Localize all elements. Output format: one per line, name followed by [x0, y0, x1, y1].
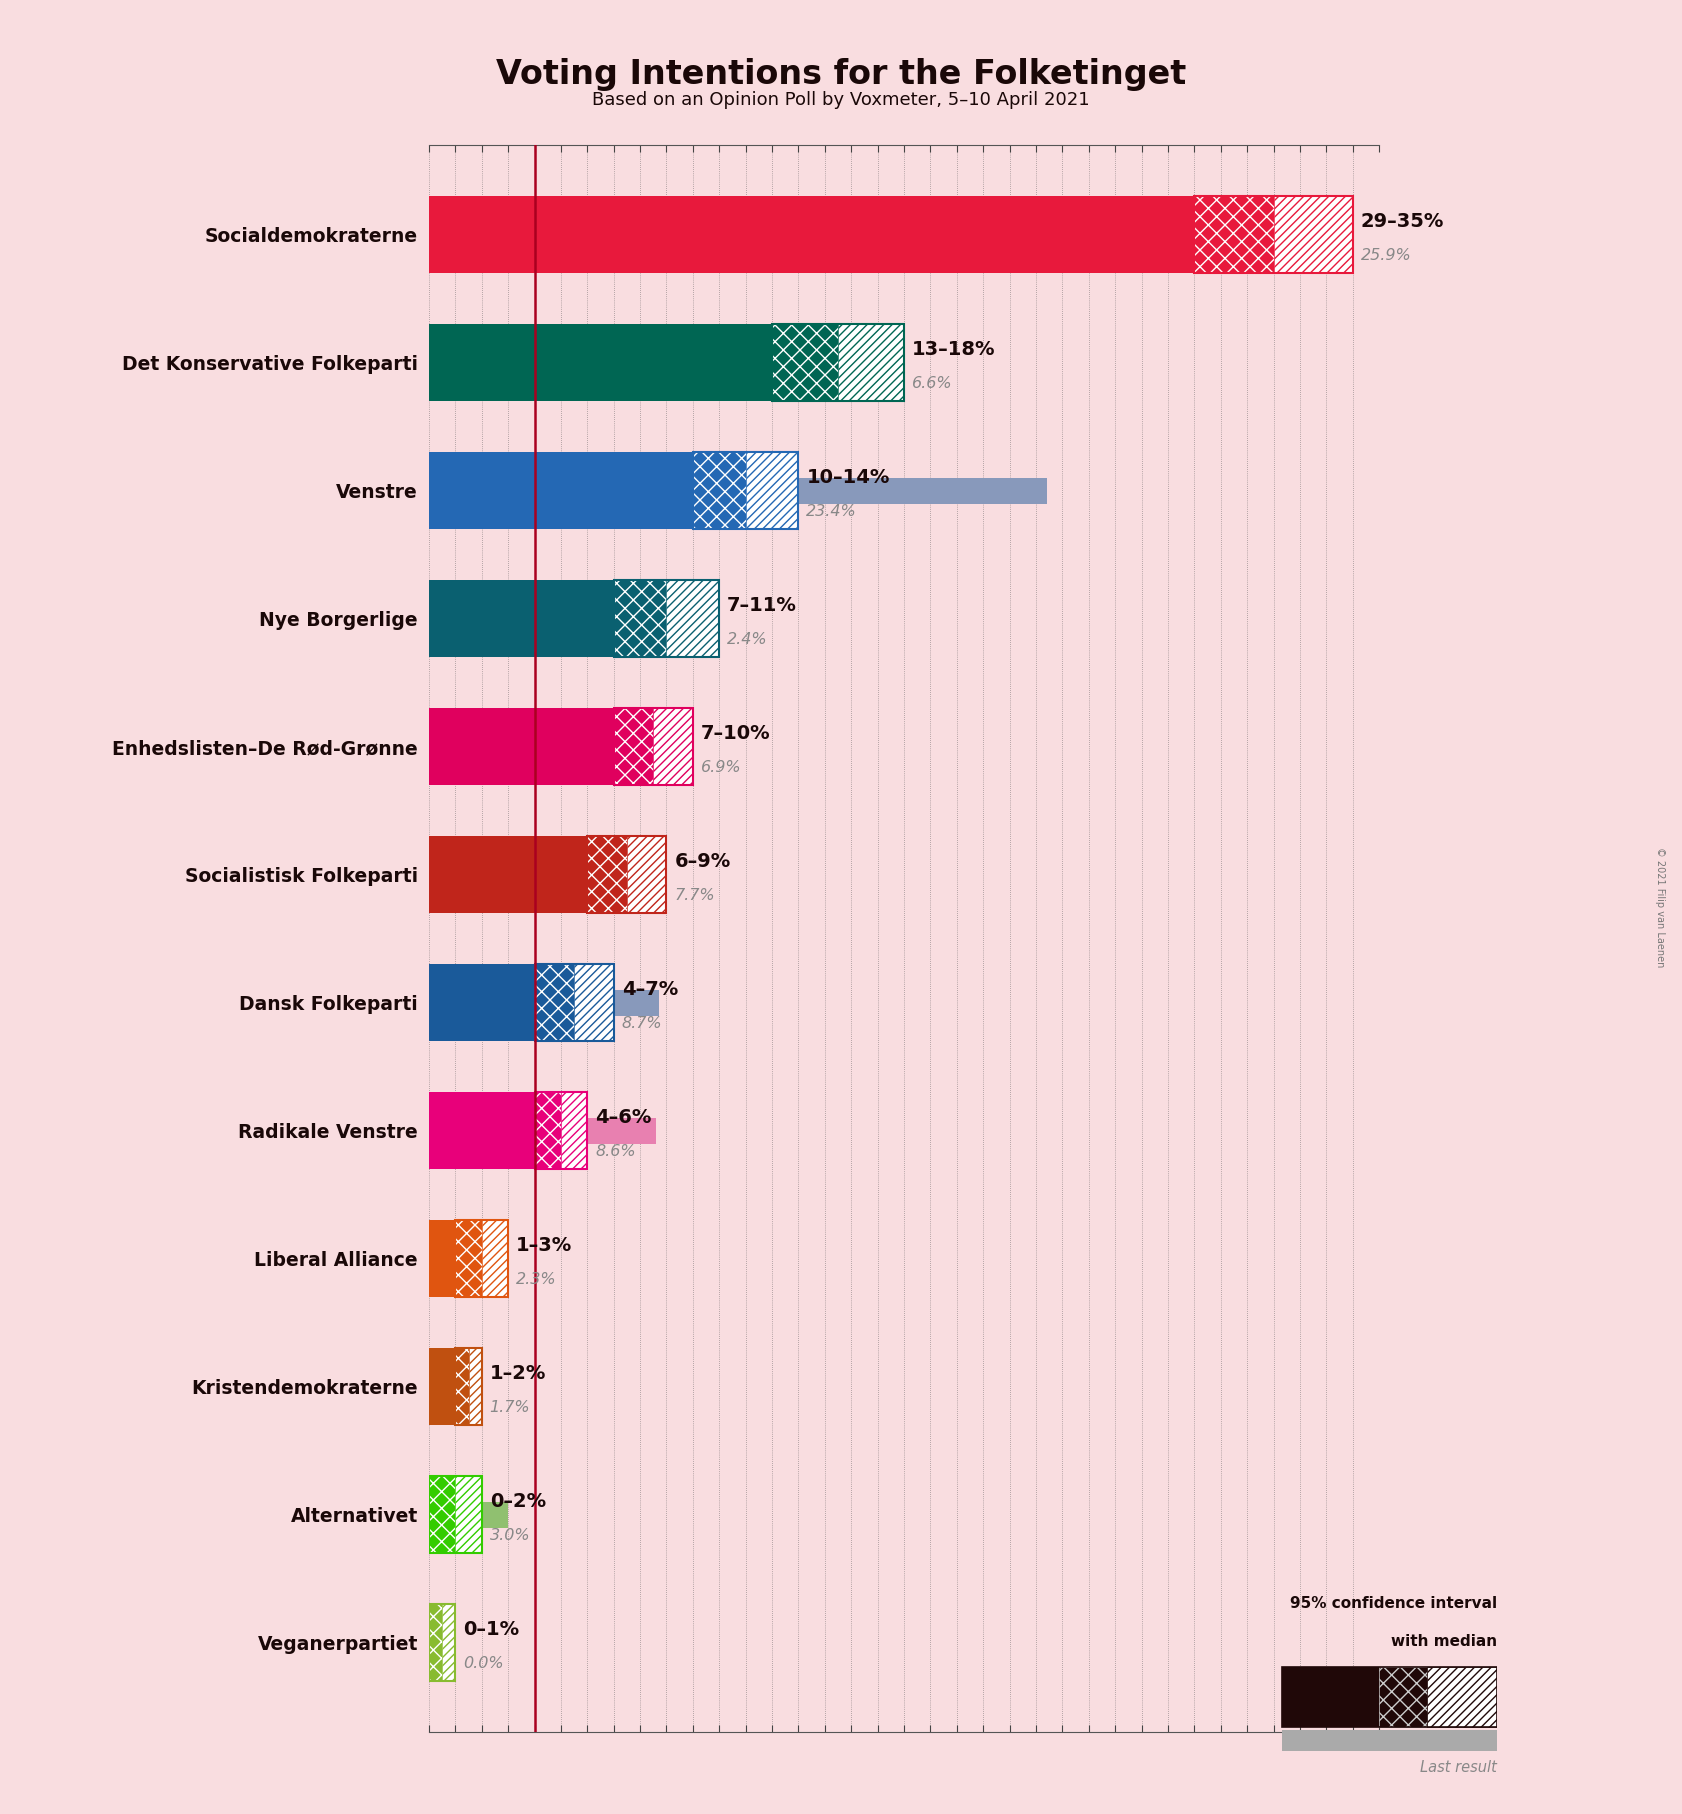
- Text: 29–35%: 29–35%: [1361, 212, 1445, 232]
- Bar: [429, 350, 604, 375]
- Text: 7–11%: 7–11%: [727, 597, 797, 615]
- Bar: [772, 325, 903, 401]
- Bar: [429, 707, 614, 785]
- Bar: [456, 1348, 481, 1426]
- Text: 95% confidence interval: 95% confidence interval: [1290, 1596, 1497, 1611]
- Text: 13–18%: 13–18%: [912, 341, 996, 359]
- Text: 7–10%: 7–10%: [701, 724, 770, 744]
- Text: 25.9%: 25.9%: [1361, 249, 1411, 263]
- Text: 23.4%: 23.4%: [806, 504, 858, 519]
- Bar: [1282, 1667, 1386, 1727]
- Bar: [614, 707, 653, 785]
- Bar: [429, 1221, 456, 1297]
- Bar: [456, 1348, 469, 1426]
- Bar: [429, 1246, 489, 1272]
- Text: 6–9%: 6–9%: [674, 853, 730, 871]
- Bar: [429, 836, 587, 912]
- Bar: [745, 452, 799, 530]
- Bar: [429, 325, 772, 401]
- Text: 1–2%: 1–2%: [489, 1364, 547, 1384]
- Bar: [693, 452, 799, 530]
- Bar: [429, 477, 1046, 504]
- Bar: [429, 1348, 456, 1426]
- Bar: [481, 1221, 508, 1297]
- Bar: [1379, 1667, 1435, 1727]
- Bar: [429, 735, 611, 760]
- Bar: [456, 1477, 481, 1553]
- Text: 6.9%: 6.9%: [701, 760, 742, 775]
- Bar: [653, 707, 693, 785]
- Text: Last result: Last result: [1420, 1760, 1497, 1774]
- Bar: [456, 1221, 481, 1297]
- Text: 7.7%: 7.7%: [674, 887, 715, 903]
- Bar: [535, 965, 614, 1041]
- Bar: [429, 1604, 456, 1682]
- Text: 8.6%: 8.6%: [595, 1145, 636, 1159]
- Bar: [1282, 1667, 1497, 1727]
- Bar: [429, 990, 659, 1016]
- Text: 0–2%: 0–2%: [489, 1493, 545, 1511]
- Bar: [1194, 196, 1352, 274]
- Bar: [429, 1477, 456, 1553]
- Bar: [587, 836, 666, 912]
- Bar: [574, 965, 614, 1041]
- Text: 3.0%: 3.0%: [489, 1527, 530, 1542]
- Text: 4–6%: 4–6%: [595, 1108, 651, 1128]
- Bar: [772, 325, 838, 401]
- Bar: [666, 580, 720, 657]
- Bar: [1273, 196, 1352, 274]
- Bar: [627, 836, 666, 912]
- Bar: [429, 1502, 508, 1527]
- Text: 6.6%: 6.6%: [912, 375, 952, 390]
- Bar: [1194, 196, 1273, 274]
- Bar: [535, 965, 574, 1041]
- Bar: [469, 1348, 481, 1426]
- Bar: [429, 1373, 474, 1400]
- Bar: [693, 452, 745, 530]
- Bar: [1426, 1667, 1497, 1727]
- Bar: [429, 1477, 481, 1553]
- Bar: [429, 1604, 442, 1682]
- Bar: [429, 606, 493, 631]
- Bar: [429, 1092, 535, 1170]
- Text: 1.7%: 1.7%: [489, 1400, 530, 1415]
- Text: 10–14%: 10–14%: [806, 468, 890, 488]
- Text: Voting Intentions for the Folketinget: Voting Intentions for the Folketinget: [496, 58, 1186, 91]
- Bar: [429, 452, 693, 530]
- Bar: [587, 836, 627, 912]
- Text: 0–1%: 0–1%: [463, 1620, 520, 1640]
- Bar: [614, 580, 666, 657]
- Text: 8.7%: 8.7%: [622, 1016, 663, 1030]
- Bar: [429, 580, 614, 657]
- Bar: [1282, 1731, 1497, 1752]
- Text: 0.0%: 0.0%: [463, 1656, 505, 1671]
- Bar: [429, 221, 1112, 247]
- Bar: [614, 580, 720, 657]
- Bar: [456, 1221, 508, 1297]
- Text: 1–3%: 1–3%: [516, 1237, 572, 1255]
- Bar: [614, 707, 693, 785]
- Text: 4–7%: 4–7%: [622, 980, 678, 1000]
- Bar: [429, 862, 632, 887]
- Text: 2.4%: 2.4%: [727, 631, 769, 648]
- Bar: [429, 965, 535, 1041]
- Bar: [429, 1117, 656, 1143]
- Bar: [838, 325, 903, 401]
- Text: 2.3%: 2.3%: [516, 1272, 557, 1286]
- Bar: [560, 1092, 587, 1170]
- Bar: [429, 196, 1194, 274]
- Text: with median: with median: [1391, 1634, 1497, 1649]
- Text: © 2021 Filip van Laenen: © 2021 Filip van Laenen: [1655, 847, 1665, 967]
- Bar: [535, 1092, 560, 1170]
- Bar: [535, 1092, 587, 1170]
- Text: Based on an Opinion Poll by Voxmeter, 5–10 April 2021: Based on an Opinion Poll by Voxmeter, 5–…: [592, 91, 1090, 109]
- Bar: [442, 1604, 456, 1682]
